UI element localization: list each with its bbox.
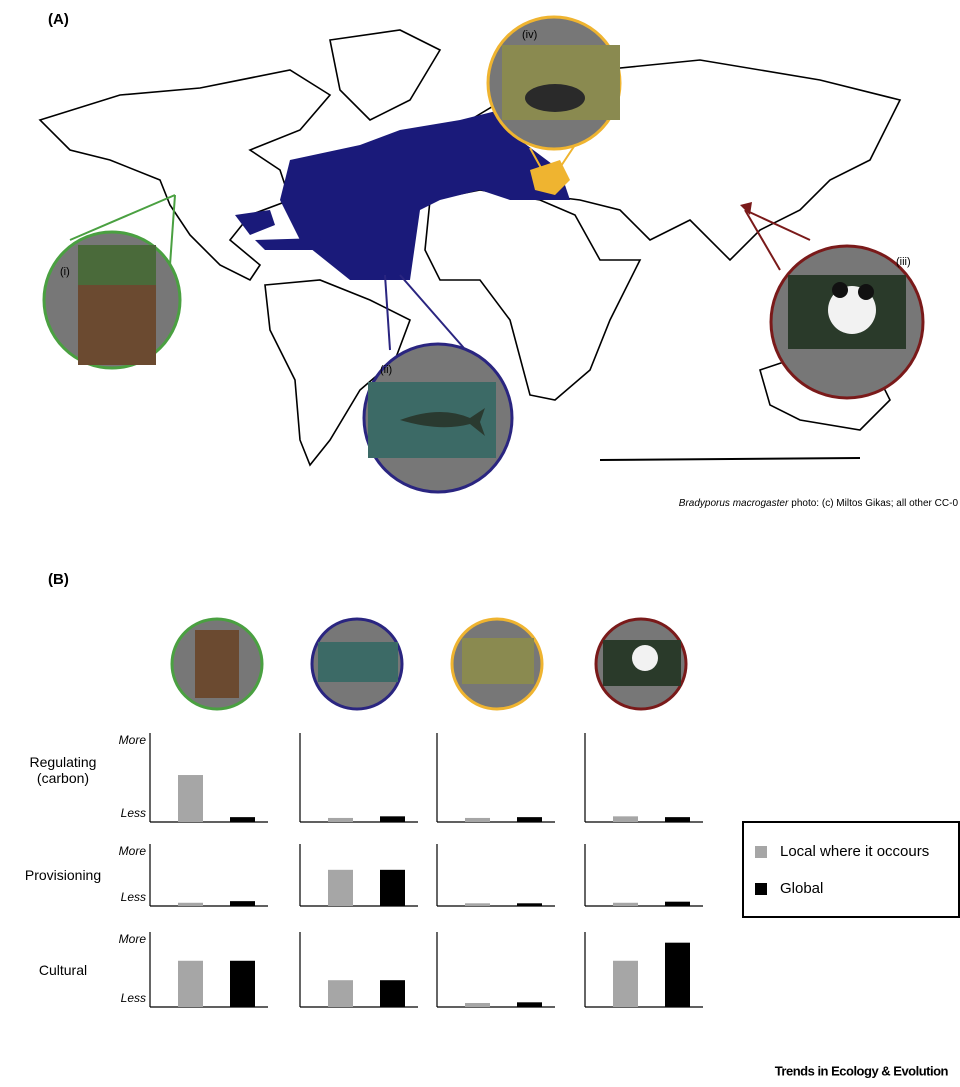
legend-box <box>742 821 960 918</box>
bar <box>230 817 255 822</box>
inset-label: (iv) <box>522 29 537 41</box>
legend-label: Local where it occours <box>780 843 929 860</box>
bar <box>178 902 203 906</box>
panel-label: (A) <box>48 11 69 28</box>
inset-label: (iii) <box>896 256 911 268</box>
credit-species: Bradyporus macrogaster <box>679 498 789 509</box>
column-photos <box>170 617 688 711</box>
row-label: Provisioning <box>24 867 102 883</box>
y-tick-label: Less <box>121 890 146 904</box>
bar <box>178 775 203 822</box>
bar <box>465 1002 490 1007</box>
row-label: Regulating (carbon) <box>29 753 97 786</box>
bar <box>665 817 690 822</box>
bar <box>665 901 690 906</box>
y-tick-label: More <box>119 733 147 747</box>
bar <box>328 817 353 822</box>
photo-credit: Bradyporus macrogaster photo: (c) Miltos … <box>679 498 959 509</box>
bar <box>517 817 542 822</box>
bar <box>465 817 490 822</box>
row-label: Cultural <box>38 961 88 978</box>
world-map <box>38 29 902 467</box>
inset-label: (ii) <box>380 364 392 376</box>
inset-label: (i) <box>60 266 70 278</box>
bar <box>328 869 353 906</box>
bar <box>230 901 255 906</box>
panel-label: (B) <box>48 571 69 588</box>
bar <box>178 960 203 1007</box>
bar <box>517 1002 542 1007</box>
bar <box>665 942 690 1007</box>
bar <box>380 816 405 822</box>
bar <box>230 960 255 1007</box>
y-tick-label: More <box>119 844 147 858</box>
y-tick-label: Less <box>121 806 146 820</box>
y-tick-label: More <box>119 932 147 946</box>
legend-swatch <box>755 846 767 858</box>
bar <box>380 869 405 906</box>
bar <box>380 980 405 1007</box>
bar <box>613 960 638 1007</box>
inset-photos: (i) (ii) (iii) (iv) <box>42 15 925 494</box>
bar <box>465 903 490 906</box>
legend-swatch <box>755 883 767 895</box>
journal-footer: Trends in Ecology & Evolution <box>775 1063 949 1078</box>
legend-label: Global <box>780 880 823 897</box>
y-tick-label: Less <box>121 991 146 1005</box>
inset-connectors <box>69 144 811 356</box>
bar <box>613 902 638 906</box>
bar <box>517 903 542 906</box>
credit-text: photo: (c) Miltos Gikas; all other CC-0 <box>791 498 958 509</box>
bar <box>328 980 353 1007</box>
bar <box>613 816 638 822</box>
